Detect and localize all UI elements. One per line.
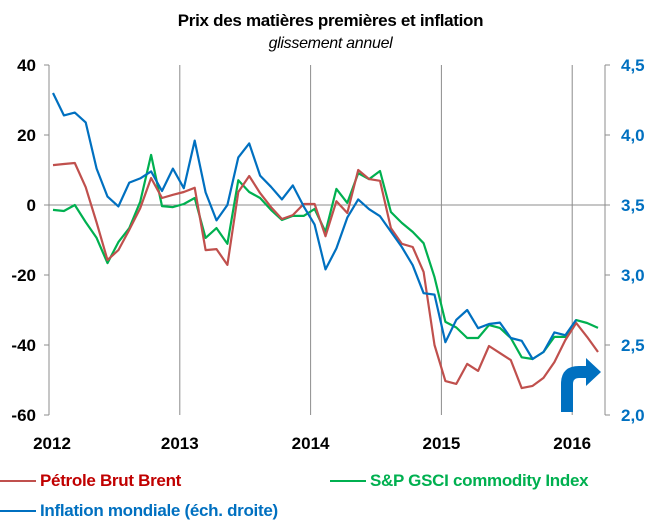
x-tick-label: 2012 [33, 434, 71, 453]
legend-item-gsci: S&P GSCI commodity Index [330, 471, 589, 491]
right-tick-label: 2,0 [621, 406, 645, 425]
x-tick-label: 2015 [422, 434, 460, 453]
series-line-inflation [52, 92, 578, 361]
right-tick-label: 3,5 [621, 196, 645, 215]
series-line-brent [52, 161, 599, 390]
left-tick-label: 40 [17, 56, 36, 75]
x-tick-label: 2014 [292, 434, 330, 453]
legend-swatch-gsci [330, 480, 366, 482]
series-lines [52, 92, 599, 390]
x-axis-tick-labels: 2012 2013 2014 2015 2016 [33, 434, 591, 453]
left-tick-label: -40 [11, 336, 36, 355]
right-tick-label: 4,0 [621, 126, 645, 145]
gridlines [179, 65, 573, 415]
left-tick-label: -20 [11, 266, 36, 285]
legend-item-inflation: Inflation mondiale (éch. droite) [0, 501, 278, 521]
legend-label-inflation: Inflation mondiale (éch. droite) [40, 501, 278, 520]
legend-label-brent: Pétrole Brut Brent [40, 471, 182, 490]
legend-swatch-inflation [0, 510, 36, 512]
left-tick-label: 0 [27, 196, 36, 215]
series-line-gsci [52, 153, 599, 361]
right-tick-label: 4,5 [621, 56, 645, 75]
legend-label-gsci: S&P GSCI commodity Index [370, 471, 589, 490]
left-axis-tick-labels: 40 20 0 -20 -40 -60 [11, 56, 36, 425]
left-tick-label: 20 [17, 126, 36, 145]
left-tick-label: -60 [11, 406, 36, 425]
curved-arrow-right-icon [561, 358, 601, 412]
legend-swatch-brent [0, 480, 36, 482]
right-axis-tick-labels: 4,5 4,0 3,5 3,0 2,5 2,0 [621, 56, 645, 425]
x-tick-label: 2013 [161, 434, 199, 453]
right-tick-label: 3,0 [621, 266, 645, 285]
chart-title: Prix des matières premières et inflation [177, 11, 484, 30]
chart-subtitle: glissement annuel [268, 35, 393, 52]
x-tick-label: 2016 [553, 434, 591, 453]
axes [44, 64, 610, 416]
right-tick-label: 2,5 [621, 336, 645, 355]
legend-item-brent: Pétrole Brut Brent [0, 471, 181, 491]
